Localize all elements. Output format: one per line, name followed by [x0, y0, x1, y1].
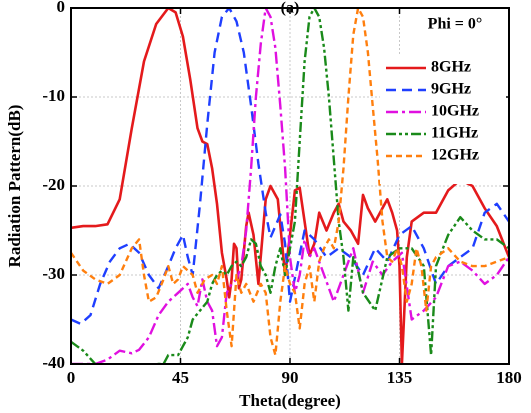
- x-tick-label: 45: [172, 368, 189, 387]
- legend-label: 11GHz: [431, 125, 478, 142]
- legend-background: [380, 56, 506, 184]
- series-line-10GHz: [71, 8, 509, 364]
- series-line-9GHz: [71, 8, 509, 326]
- y-tick-label: -10: [42, 86, 65, 105]
- legend-label: 12GHz: [431, 147, 479, 164]
- y-axis-ticks: 0 -10 -20 -30 -40: [42, 0, 509, 372]
- phi-annotation-box: [408, 12, 504, 36]
- x-tick-label: 135: [387, 368, 413, 387]
- legend-label: 9GHz: [431, 81, 471, 98]
- legend-label: 8GHz: [431, 59, 471, 76]
- y-tick-label: -40: [42, 353, 65, 372]
- legend-label: 10GHz: [431, 103, 479, 120]
- series-line-12GHz: [71, 8, 509, 357]
- plot-frame: [70, 7, 510, 365]
- x-tick-label: 180: [496, 368, 522, 387]
- phi-annotation: Phi = 0°: [428, 16, 483, 33]
- series-line-11GHz: [71, 8, 509, 364]
- y-tick-label: -20: [42, 175, 65, 194]
- legend: 8GHz 9GHz 10GHz 11GHz 12GHz: [386, 59, 479, 164]
- y-tick-label: 0: [57, 0, 66, 16]
- x-axis-title: Theta(degree): [239, 391, 341, 410]
- y-axis-title: Radiation Pattern(dB): [5, 105, 24, 268]
- x-tick-label: 90: [282, 368, 299, 387]
- y-tick-label: -30: [42, 264, 65, 283]
- series-lines: [71, 8, 509, 364]
- x-tick-label: 0: [67, 368, 76, 387]
